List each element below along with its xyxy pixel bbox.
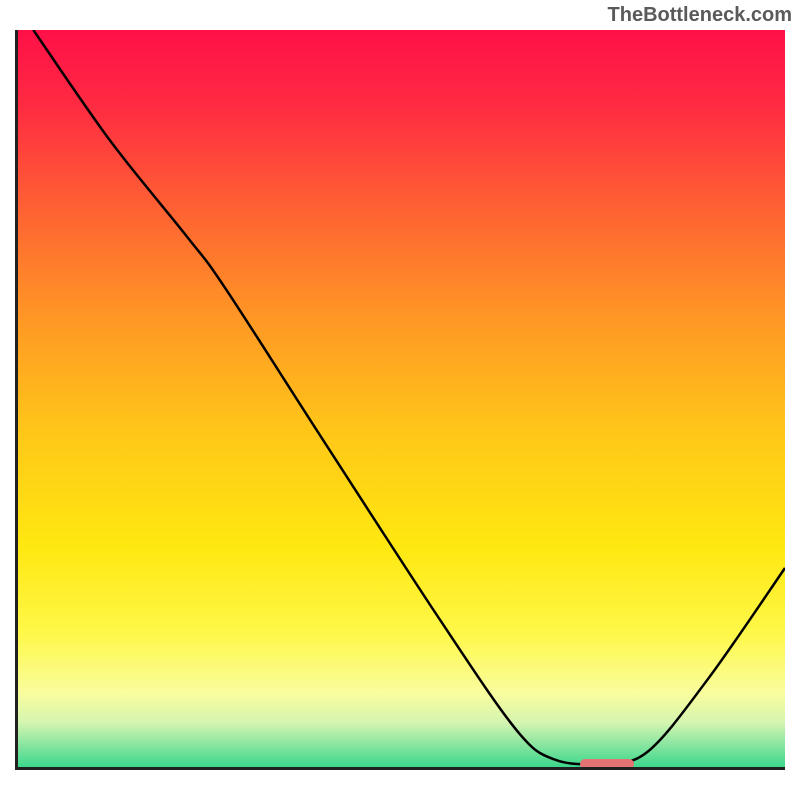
- curve-line: [18, 30, 785, 767]
- chart-container: [15, 30, 785, 785]
- watermark-text: TheBottleneck.com: [608, 4, 792, 27]
- plot-area: [15, 30, 785, 770]
- optimal-marker: [580, 759, 634, 769]
